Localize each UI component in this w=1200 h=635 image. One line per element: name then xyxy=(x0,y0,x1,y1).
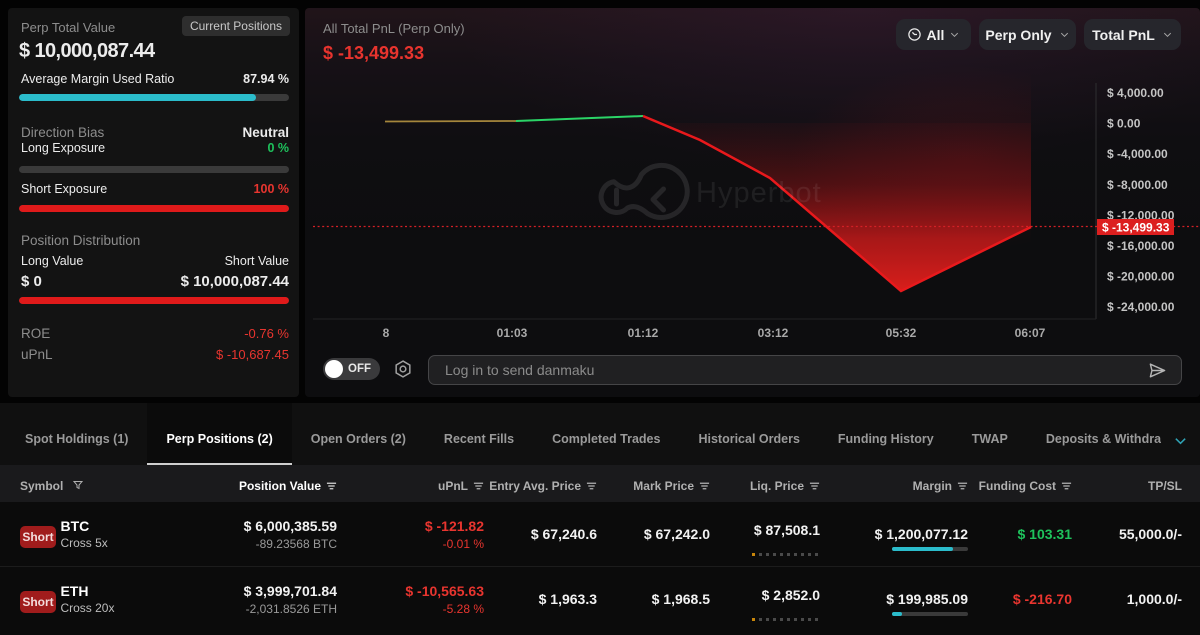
svg-text:$ -20,000.00: $ -20,000.00 xyxy=(1107,270,1175,284)
svg-text:03:12: 03:12 xyxy=(758,326,789,340)
svg-text:$ 4,000.00: $ 4,000.00 xyxy=(1107,86,1164,100)
svg-text:01:03: 01:03 xyxy=(497,326,528,340)
svg-text:01:12: 01:12 xyxy=(628,326,659,340)
svg-text:06:07: 06:07 xyxy=(1015,326,1046,340)
svg-text:$ -13,499.33: $ -13,499.33 xyxy=(1102,221,1170,235)
svg-text:05:32: 05:32 xyxy=(886,326,917,340)
svg-text:$ -8,000.00: $ -8,000.00 xyxy=(1107,178,1168,192)
svg-text:$ 0.00: $ 0.00 xyxy=(1107,117,1141,131)
svg-text:Hyperbot: Hyperbot xyxy=(696,177,822,209)
svg-text:$ -4,000.00: $ -4,000.00 xyxy=(1107,147,1168,161)
svg-text:$ -16,000.00: $ -16,000.00 xyxy=(1107,239,1175,253)
svg-text:$ -12,000.00: $ -12,000.00 xyxy=(1107,208,1175,222)
svg-text:$ -24,000.00: $ -24,000.00 xyxy=(1107,300,1175,314)
svg-text:8: 8 xyxy=(383,326,390,340)
